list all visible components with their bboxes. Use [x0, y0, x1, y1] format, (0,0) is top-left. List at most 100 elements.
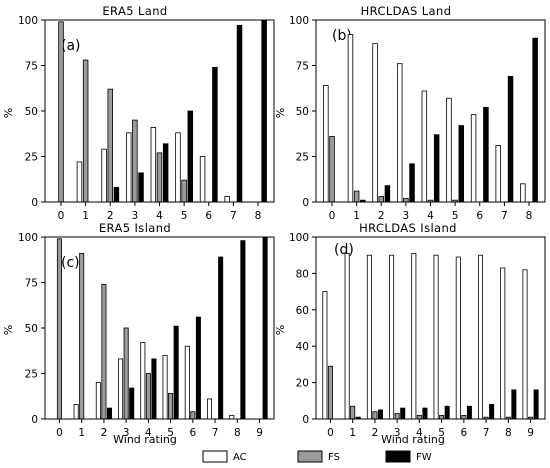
bar-ac-5 — [433, 254, 439, 420]
x-tick-label: 1 — [353, 210, 360, 222]
legend-swatch-ac — [202, 450, 228, 463]
x-tick-label: 7 — [483, 427, 490, 439]
bar-fs-4 — [416, 414, 422, 420]
y-tick-label: 20 — [296, 378, 309, 390]
plot-frame — [315, 236, 546, 420]
legend-swatch-fs — [297, 450, 323, 463]
bar-fw-4 — [422, 407, 428, 420]
bar-ac-7 — [495, 145, 501, 203]
x-tick-label: 4 — [145, 427, 152, 439]
bar-fs-6 — [461, 414, 467, 420]
bar-fs-2 — [101, 283, 107, 420]
x-tick-label: 1 — [78, 427, 85, 439]
bar-fs-4 — [145, 373, 151, 420]
x-tick-label: 0 — [56, 427, 63, 439]
bar-fw-2 — [384, 185, 391, 203]
y-tick-label: 0 — [302, 414, 309, 426]
x-tick-label: 3 — [394, 427, 401, 439]
x-axis-label: Wind rating — [381, 433, 445, 446]
plot-frame — [44, 19, 275, 203]
y-tick-label: 60 — [296, 305, 309, 317]
x-tick-label: 4 — [156, 210, 163, 222]
bar-ac-7 — [224, 196, 230, 203]
bar-fw-4 — [151, 358, 157, 420]
bar-fw-8 — [511, 389, 517, 420]
panel-title: ERA5 Land — [102, 4, 167, 18]
bar-fw-7 — [489, 404, 495, 420]
x-tick-label: 5 — [438, 427, 445, 439]
x-tick-label: 7 — [501, 210, 508, 222]
panel-hrcldas-island: HRCLDAS Island (d) % Wind rating 0204060… — [274, 221, 546, 446]
bar-fs-1 — [79, 252, 85, 420]
panel-tag: (b) — [332, 28, 352, 44]
bar-ac-8 — [500, 267, 506, 420]
bar-ac-4 — [150, 126, 157, 203]
y-tick-label: 75 — [296, 61, 309, 73]
bar-ac-4 — [140, 342, 146, 420]
x-tick-label: 8 — [255, 210, 262, 222]
bar-fs-0 — [58, 21, 64, 203]
plot-frame — [315, 19, 546, 203]
x-tick-label: 2 — [372, 427, 379, 439]
bar-fw-6 — [212, 66, 218, 203]
y-tick-label: 80 — [296, 268, 309, 280]
bar-fw-2 — [106, 407, 112, 420]
x-tick-label: 0 — [327, 427, 334, 439]
y-tick-label: 100 — [289, 15, 309, 27]
bar-fw-5 — [458, 125, 465, 203]
x-tick-label: 3 — [132, 210, 139, 222]
bar-fw-6 — [483, 106, 489, 203]
bar-fs-1 — [350, 405, 356, 420]
bar-ac-1 — [344, 252, 350, 420]
x-axis-label: Wind rating — [113, 433, 177, 446]
x-tick-label: 4 — [416, 427, 423, 439]
bar-ac-3 — [389, 254, 395, 420]
bar-fs-3 — [403, 197, 409, 203]
legend-label-fw: FW — [416, 452, 432, 463]
x-tick-label: 5 — [181, 210, 188, 222]
y-tick-label: 25 — [25, 152, 38, 164]
bar-fw-5 — [173, 325, 179, 420]
bar-ac-3 — [396, 63, 403, 203]
bar-ac-1 — [73, 404, 79, 420]
bar-ac-2 — [366, 254, 372, 420]
panel-tag: (c) — [61, 255, 80, 271]
x-tick-label: 0 — [329, 210, 336, 222]
x-tick-label: 6 — [205, 210, 212, 222]
y-tick-label: 100 — [18, 15, 38, 27]
y-tick-label: 25 — [25, 369, 38, 381]
bar-fs-0 — [329, 136, 335, 203]
x-tick-label: 4 — [427, 210, 434, 222]
x-tick-label: 2 — [378, 210, 385, 222]
bar-fs-5 — [181, 179, 187, 203]
legend-swatch-fw — [385, 450, 411, 463]
bar-ac-2 — [372, 43, 378, 203]
bar-ac-2 — [101, 148, 107, 203]
panel-era5-land: ERA5 Land (a) % 0 25 50 75 100 0 1 2 3 4 5 6 7 8 — [2, 4, 275, 222]
plot-frame — [44, 236, 275, 420]
bar-fw-7 — [507, 76, 514, 203]
bar-fw-5 — [187, 110, 194, 203]
x-tick-label: 8 — [234, 427, 241, 439]
bar-fw-7 — [236, 25, 243, 203]
panel-title: HRCLDAS Land — [361, 4, 452, 18]
bar-fw-4 — [433, 134, 440, 203]
bar-ac-5 — [446, 97, 452, 203]
bar-ac-8 — [520, 183, 526, 203]
bar-fw-3 — [400, 407, 406, 420]
y-tick-label: 0 — [31, 197, 38, 209]
bar-ac-0 — [322, 291, 328, 420]
bar-fw-8 — [261, 19, 267, 203]
x-tick-label: 1 — [82, 210, 89, 222]
bar-fs-3 — [123, 327, 129, 420]
y-tick-label: 75 — [25, 278, 38, 290]
y-tick-label: 0 — [31, 414, 38, 426]
y-tick-label: 25 — [296, 152, 309, 164]
bar-ac-6 — [470, 114, 477, 203]
bar-fs-5 — [439, 414, 445, 420]
bar-ac-4 — [411, 252, 417, 420]
bar-fs-0 — [327, 365, 333, 420]
bar-ac-7 — [207, 398, 213, 420]
bar-fs-2 — [107, 88, 113, 203]
